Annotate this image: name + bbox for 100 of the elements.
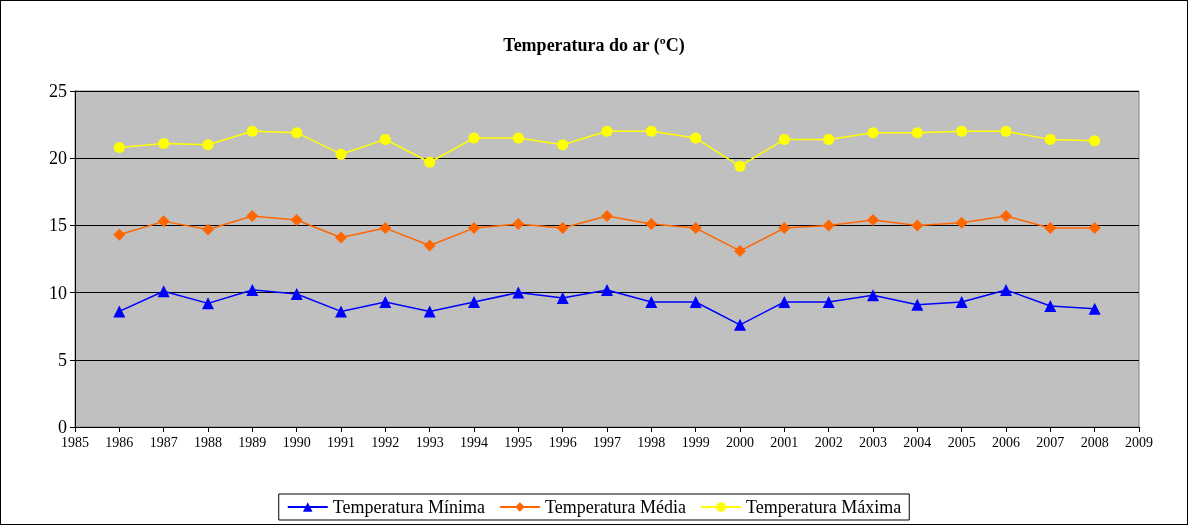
point <box>335 231 347 244</box>
y-tick-label: 5 <box>58 349 67 370</box>
point <box>157 215 170 228</box>
point <box>468 132 480 144</box>
point <box>113 141 125 153</box>
x-tick-label: 1988 <box>194 434 222 450</box>
point <box>645 125 657 137</box>
x-tick-label: 1997 <box>593 434 621 450</box>
point <box>601 125 613 137</box>
x-tick-label: 1998 <box>637 434 666 450</box>
point <box>290 214 303 227</box>
point <box>823 133 835 145</box>
point <box>379 296 392 309</box>
point <box>113 228 126 241</box>
point <box>778 222 791 235</box>
x-tick-label: 1991 <box>327 434 355 450</box>
point <box>778 133 790 145</box>
x-tick-label: 2002 <box>814 434 843 450</box>
y-tick-label: 20 <box>49 148 67 169</box>
point <box>1088 302 1101 315</box>
point <box>867 289 879 302</box>
x-tick-label: 1990 <box>282 434 311 450</box>
point <box>557 139 569 151</box>
point <box>734 318 746 331</box>
point <box>202 223 214 236</box>
x-tick-label: 2005 <box>947 434 976 450</box>
x-tick-label: 1994 <box>460 434 488 450</box>
point <box>423 239 436 252</box>
point <box>335 148 347 160</box>
legend-label: Temperatura Média <box>544 497 687 517</box>
point <box>956 125 968 137</box>
x-tick-label: 2004 <box>903 434 932 450</box>
x-tick-label: 1996 <box>548 434 577 450</box>
point <box>1044 300 1057 313</box>
point <box>955 216 968 229</box>
point <box>1044 222 1057 235</box>
point <box>113 305 126 318</box>
chart-title: Temperatura do ar (ºC) <box>503 35 685 56</box>
x-tick-label: 1992 <box>371 434 400 450</box>
x-tick-label: 2007 <box>1036 434 1065 450</box>
x-tick-label: 1993 <box>415 434 444 450</box>
point <box>1000 283 1012 296</box>
point <box>424 156 436 168</box>
point <box>157 285 170 298</box>
point <box>734 160 746 172</box>
point <box>822 296 835 309</box>
point <box>955 296 968 309</box>
point <box>468 222 480 235</box>
point <box>867 127 879 139</box>
x-tick-label: 2000 <box>726 434 754 450</box>
point <box>1000 125 1012 137</box>
point <box>158 137 170 149</box>
point <box>423 305 436 318</box>
x-tick-label: 2003 <box>859 434 887 450</box>
point <box>645 218 658 231</box>
y-tick-label: 25 <box>49 81 67 101</box>
point <box>335 305 347 318</box>
point <box>690 132 702 144</box>
point <box>689 222 702 235</box>
legend-label: Temperatura Mínima <box>332 497 485 517</box>
point <box>911 219 924 232</box>
x-tick-label: 2001 <box>770 434 799 450</box>
point <box>645 296 658 309</box>
point <box>1000 209 1012 222</box>
point <box>512 218 525 231</box>
point <box>1044 133 1056 145</box>
point <box>734 244 746 257</box>
x-tick-label: 1989 <box>238 434 267 450</box>
point <box>911 127 923 139</box>
point <box>246 283 259 296</box>
point <box>867 214 879 227</box>
legend-label: Temperatura Máxima <box>746 497 902 517</box>
y-tick-label: 15 <box>49 215 67 236</box>
point <box>911 298 924 311</box>
point <box>689 296 702 309</box>
point <box>246 209 259 222</box>
y-tick-label: 10 <box>49 282 67 303</box>
x-tick-label: 1999 <box>681 434 710 450</box>
x-tick-label: 2009 <box>1125 434 1153 450</box>
x-tick-label: 2008 <box>1080 434 1109 450</box>
point <box>556 222 569 235</box>
point <box>601 209 613 222</box>
point <box>1089 135 1101 147</box>
point <box>379 133 391 145</box>
point <box>202 139 214 151</box>
point <box>246 125 258 137</box>
x-tick-label: 2006 <box>992 434 1020 450</box>
point <box>1088 222 1101 235</box>
point <box>202 297 214 310</box>
x-tick-label: 1995 <box>504 434 533 450</box>
point <box>556 291 569 304</box>
x-tick-label: 1985 <box>61 434 89 450</box>
point <box>778 296 791 309</box>
point <box>512 286 525 299</box>
x-tick-label: 1987 <box>149 434 178 450</box>
x-tick-label: 1986 <box>105 434 134 450</box>
point <box>379 222 392 235</box>
point <box>601 283 613 296</box>
point <box>512 132 524 144</box>
point <box>822 219 835 232</box>
